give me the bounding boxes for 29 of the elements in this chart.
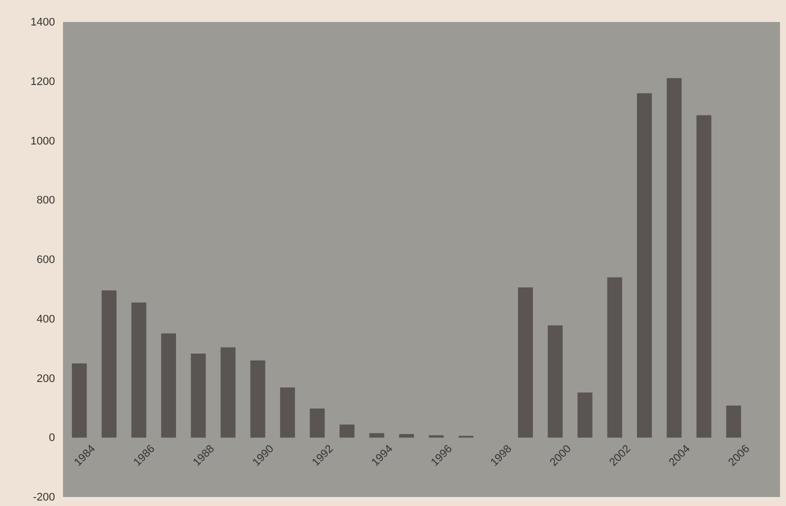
bar	[131, 302, 146, 438]
bar	[102, 290, 117, 438]
y-tick-label: 1000	[30, 135, 55, 148]
y-tick-label: 800	[36, 194, 55, 207]
bar	[310, 408, 325, 438]
y-tick-label: 1400	[30, 16, 55, 29]
bar	[578, 392, 592, 438]
bar	[726, 406, 742, 438]
y-tick-label: -200	[32, 492, 55, 504]
y-tick-label: 0	[48, 432, 55, 444]
bar	[161, 333, 176, 438]
bar	[369, 433, 384, 438]
y-tick-label: 600	[36, 254, 55, 266]
bar	[399, 434, 414, 438]
y-tick-label: 1200	[30, 76, 55, 88]
y-tick-label: 400	[36, 313, 55, 326]
bar	[607, 277, 622, 438]
bar	[220, 347, 236, 438]
bar	[666, 78, 682, 438]
bar	[696, 115, 712, 438]
bar	[340, 424, 354, 438]
y-tick-label: 200	[36, 372, 55, 385]
bar	[636, 93, 652, 438]
bar	[280, 387, 295, 438]
bar	[72, 363, 87, 438]
bar	[190, 354, 206, 438]
bar	[548, 325, 563, 438]
bar	[518, 287, 533, 438]
bar	[250, 360, 266, 438]
